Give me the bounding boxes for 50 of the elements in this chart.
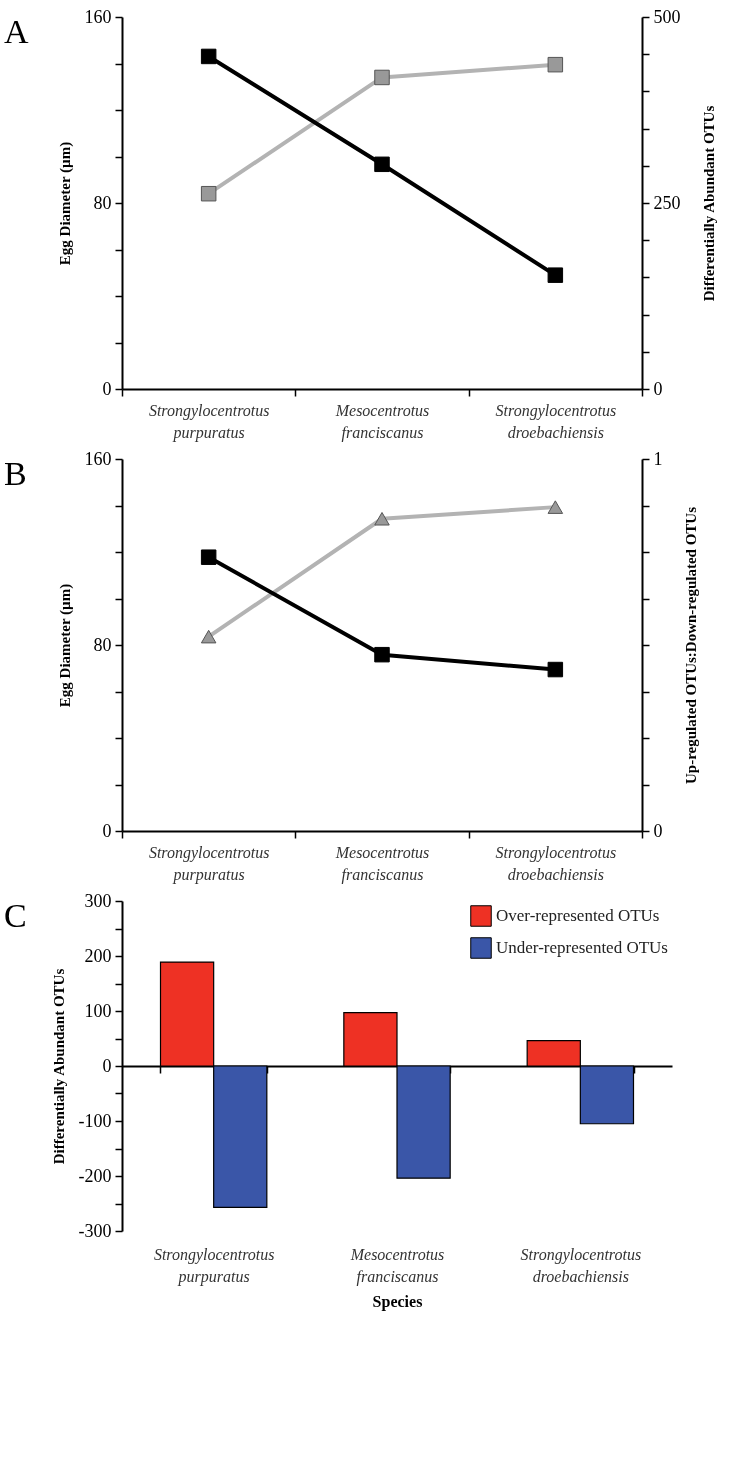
y-tick-label: 160 [84,448,112,469]
point [547,56,564,73]
y-axis-title: Differentially Abundant OTUs [50,968,67,1165]
x-tick-label: Strongylocentrotus droebachiensis [520,1245,642,1285]
point [547,267,564,283]
y-tick-label: -100 [78,1110,112,1131]
y-tick-label: 100 [84,1000,112,1021]
y-tick-label: 300 [84,890,112,911]
x-tick-label: Mesocentrotus franciscanus [334,401,430,442]
y2-axis-title: Up-regulated OTUs:Down-regulated OTUs [682,506,699,784]
y-tick-label: 0 [102,378,112,399]
chart-title: C [4,897,27,934]
legend-label: Under-represented OTUs [496,938,668,957]
x-tick-label: Mesocentrotus franciscanus [349,1245,445,1286]
y-tick-label: 200 [84,945,112,966]
point [200,629,217,644]
y-tick-label: -200 [78,1165,112,1186]
point [374,69,390,86]
chart-title: B [4,455,27,492]
legend-label: Over-represented OTUs [496,906,660,925]
y2-tick-label: 250 [653,192,681,213]
point [200,549,217,565]
chart-title: A [4,13,29,50]
x-tick-label: Mesocentrotus franciscanus [334,843,430,884]
point [374,511,390,526]
y-axis-title: Egg Diameter (µm) [56,141,74,266]
y2-tick-label: 500 [653,6,681,27]
point [547,500,564,514]
y2-tick-label: 0 [653,378,663,399]
y2-tick-label: 1 [653,448,663,469]
x-tick-label: Strongylocentrotus droebachiensis [495,843,617,883]
y-tick-label: 80 [93,192,112,213]
y-axis-title: Egg Diameter (µm) [56,583,74,708]
y-tick-label: 0 [102,820,112,841]
y-tick-label: -300 [78,1220,112,1241]
y-tick-label: 160 [84,6,112,27]
y2-tick-label: 0 [653,820,663,841]
point [374,156,390,173]
point [200,185,217,202]
x-tick-label: Strongylocentrotus purpuratus [153,1245,275,1286]
y-tick-label: 80 [93,634,112,655]
point [374,646,390,663]
x-axis-title: Species [372,1292,423,1311]
x-tick-label: Strongylocentrotus purpuratus [148,401,270,442]
x-tick-label: Strongylocentrotus purpuratus [148,843,270,884]
point [547,661,564,678]
point [200,48,217,65]
x-tick-label: Strongylocentrotus droebachiensis [495,401,617,441]
y2-axis-title: Differentially Abundant OTUs [700,105,717,302]
y-tick-label: 0 [102,1055,112,1076]
